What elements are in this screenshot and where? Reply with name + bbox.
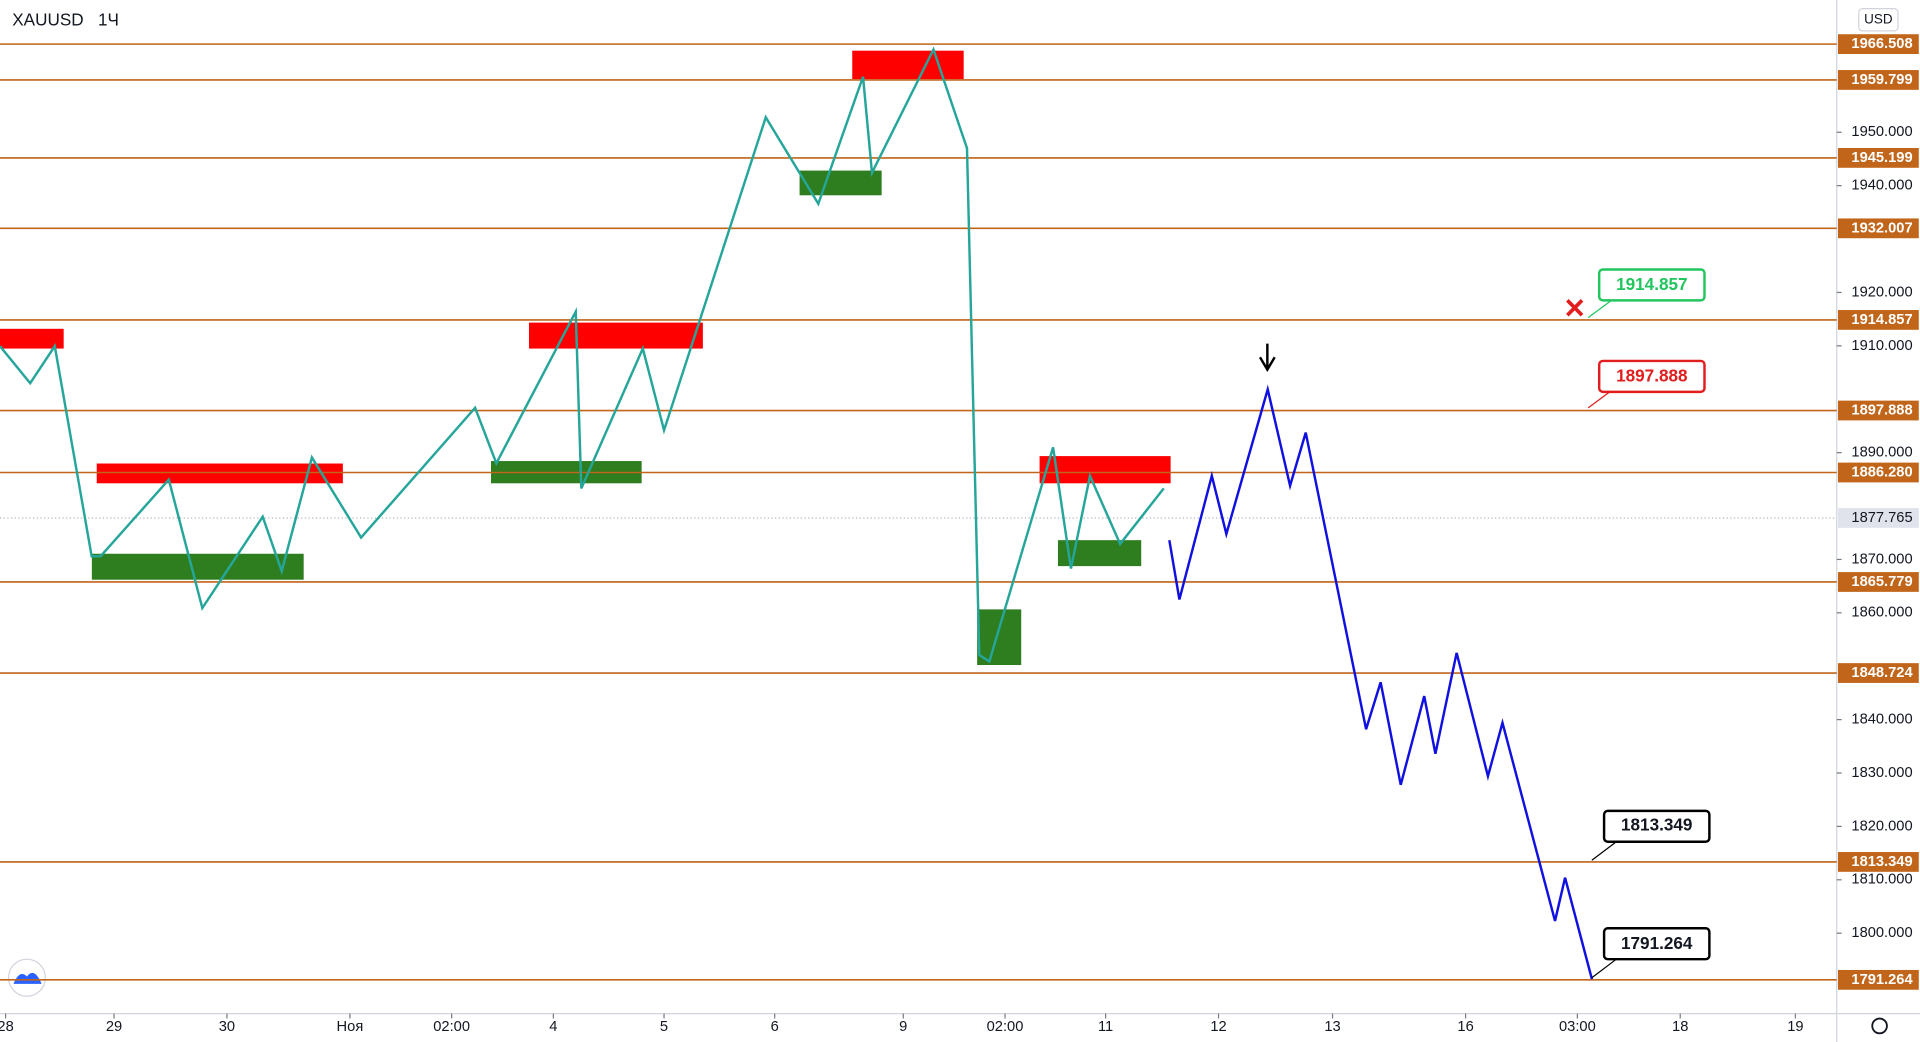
level-box <box>1837 34 1919 55</box>
y-tick-label: 1820.000 <box>1851 818 1912 834</box>
x-tick-label: Ноя <box>337 1019 364 1035</box>
supply-zone <box>0 328 64 349</box>
currency: USD <box>1864 11 1893 26</box>
cancel-mark <box>1566 299 1584 317</box>
x-tick-label: 11 <box>1098 1019 1113 1035</box>
y-tick-label: 1810.000 <box>1851 872 1912 888</box>
callout-pointer <box>1587 390 1612 409</box>
level-label: 1932.007 <box>1851 220 1912 236</box>
y-tick-label: 1870.000 <box>1851 551 1912 567</box>
y-tick-label: 1840.000 <box>1851 711 1912 727</box>
settings-icon[interactable] <box>1871 1017 1888 1035</box>
level-box <box>1837 310 1919 330</box>
x-tick-label: 13 <box>1324 1019 1340 1035</box>
logo-icon <box>13 972 42 984</box>
y-tick-label: 1800.000 <box>1851 925 1912 941</box>
y-tick-label: 1830.000 <box>1851 765 1912 781</box>
y-tick-label: 1950.000 <box>1851 124 1912 140</box>
interval: 1Ч <box>98 10 119 30</box>
level-label: 1914.857 <box>1851 312 1912 328</box>
y-tick-label: 1910.000 <box>1851 338 1912 354</box>
demand-zone <box>799 170 882 196</box>
level-box <box>1837 852 1919 872</box>
x-tick-label: 19 <box>1787 1019 1803 1035</box>
level-box <box>1837 400 1919 421</box>
callout-box <box>1597 268 1706 302</box>
level-label: 1865.779 <box>1851 574 1912 590</box>
header: XAUUSD 1Ч USD <box>12 8 1899 32</box>
x-tick-label: 5 <box>660 1019 668 1035</box>
level-box <box>1837 148 1919 168</box>
symbol: XAUUSD <box>12 10 83 30</box>
last-price-box <box>1837 508 1919 528</box>
x-tick-label: 9 <box>899 1019 907 1035</box>
level-box <box>1837 218 1919 239</box>
x-tick-label: 4 <box>549 1019 557 1035</box>
last-price-label: 1877.765 <box>1851 510 1912 526</box>
y-tick-label: 1890.000 <box>1851 445 1912 461</box>
level-box <box>1837 462 1919 483</box>
x-tick-label: 30 <box>219 1019 235 1035</box>
level-box <box>1837 663 1919 683</box>
callout-label: 1914.857 <box>1616 274 1687 294</box>
callout-box <box>1602 927 1711 961</box>
x-tick-label: 18 <box>1672 1019 1688 1035</box>
x-tick-label: 02:00 <box>987 1019 1024 1035</box>
level-label: 1945.199 <box>1851 150 1912 166</box>
callout-label: 1791.264 <box>1621 933 1693 953</box>
series-line <box>1168 384 1594 980</box>
callout-pointer <box>1591 958 1617 979</box>
level-label: 1886.280 <box>1851 464 1912 480</box>
callouts: 1914.857 1897.888 1813.349 1791.264 <box>1587 268 1711 979</box>
level-label: 1813.349 <box>1851 854 1912 870</box>
x-tick-label: 03:00 <box>1559 1019 1596 1035</box>
supply-zone <box>96 463 343 484</box>
callout-label: 1897.888 <box>1616 365 1688 385</box>
down-arrow <box>1258 343 1276 372</box>
level-box <box>1837 70 1919 90</box>
x-tick-label: 28 <box>0 1019 14 1035</box>
x-tick-label: 16 <box>1457 1019 1473 1035</box>
supply-zone <box>852 50 964 80</box>
x-tick-label: 29 <box>106 1019 122 1035</box>
level-box <box>1837 969 1919 990</box>
currency-box[interactable] <box>1858 8 1899 32</box>
x-tick-label: 6 <box>771 1019 779 1035</box>
level-box <box>1837 572 1919 592</box>
supply-zone <box>1039 456 1171 484</box>
callout-box <box>1597 359 1706 394</box>
demand-zone <box>91 553 304 580</box>
level-label: 1791.264 <box>1851 972 1913 988</box>
demand-zone <box>977 609 1022 666</box>
supply-zone <box>528 322 703 349</box>
markers <box>7 299 1888 1035</box>
callout-label: 1813.349 <box>1621 814 1692 834</box>
level-label: 1848.724 <box>1851 665 1913 681</box>
y-tick-label: 1940.000 <box>1851 178 1912 194</box>
level-label: 1897.888 <box>1851 402 1912 418</box>
callout-pointer <box>1591 841 1617 861</box>
level-label: 1966.508 <box>1851 36 1912 52</box>
x-tick-label: 12 <box>1210 1019 1226 1035</box>
level-label: 1959.799 <box>1851 72 1912 88</box>
y-tick-label: 1860.000 <box>1851 605 1912 621</box>
callout-pointer <box>1587 299 1612 319</box>
x-tick-label: 02:00 <box>433 1019 470 1035</box>
series-line <box>0 46 1165 664</box>
y-tick-label: 1920.000 <box>1851 284 1912 300</box>
callout-box <box>1602 809 1711 843</box>
